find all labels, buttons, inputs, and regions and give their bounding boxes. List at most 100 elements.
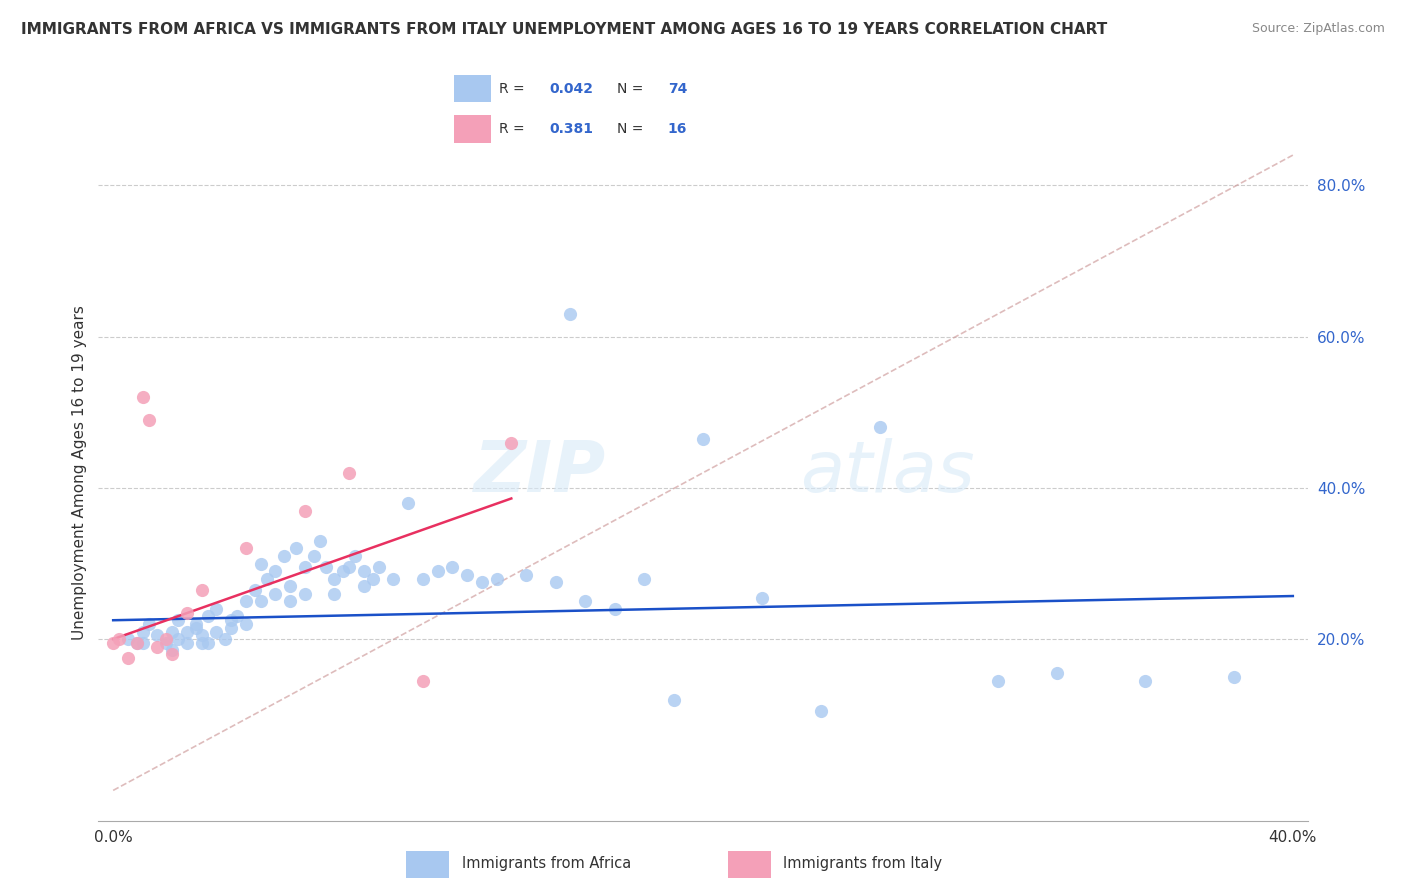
Point (117, 632, 139, 647)
Point (131, 624, 153, 639)
Text: Immigrants from Africa: Immigrants from Africa (461, 856, 631, 871)
Point (197, 636, 219, 650)
Point (146, 640, 169, 654)
Point (294, 503, 316, 517)
Point (412, 572, 434, 586)
Point (219, 613, 242, 627)
Text: Source: ZipAtlas.com: Source: ZipAtlas.com (1251, 22, 1385, 36)
Point (219, 621, 242, 635)
Point (176, 606, 198, 620)
Point (249, 594, 271, 608)
Text: IMMIGRANTS FROM AFRICA VS IMMIGRANTS FROM ITALY UNEMPLOYMENT AMONG AGES 16 TO 19: IMMIGRANTS FROM AFRICA VS IMMIGRANTS FRO… (21, 22, 1108, 37)
Point (264, 564, 287, 578)
Point (155, 636, 177, 650)
Point (396, 496, 419, 510)
Point (108, 632, 131, 647)
Text: R =: R = (499, 81, 529, 95)
Point (1223, 670, 1246, 684)
Point (160, 643, 183, 657)
Y-axis label: Unemployment Among Ages 16 to 19 years: Unemployment Among Ages 16 to 19 years (72, 305, 87, 640)
Point (205, 624, 228, 639)
Point (285, 541, 308, 556)
Point (367, 560, 389, 574)
Point (337, 466, 360, 480)
Point (456, 567, 478, 582)
Point (515, 567, 537, 582)
Point (751, 591, 773, 605)
Point (190, 582, 212, 597)
Point (574, 594, 596, 608)
Point (692, 432, 714, 446)
Point (361, 572, 384, 586)
Text: 74: 74 (668, 81, 688, 95)
Point (197, 609, 219, 624)
Point (987, 673, 1010, 688)
Point (337, 560, 360, 574)
Bar (454, 75, 491, 103)
Text: N =: N = (617, 122, 648, 136)
Text: Immigrants from Italy: Immigrants from Italy (783, 856, 942, 871)
Point (176, 636, 198, 650)
Point (294, 560, 316, 574)
Point (471, 575, 494, 590)
Point (131, 390, 153, 404)
Point (278, 594, 301, 608)
Point (184, 617, 207, 632)
Point (138, 617, 160, 632)
Point (869, 420, 891, 434)
Point (273, 549, 295, 563)
Point (160, 624, 183, 639)
Point (117, 651, 139, 665)
Point (235, 541, 257, 556)
Point (256, 572, 278, 586)
Point (332, 564, 354, 578)
Text: 0.042: 0.042 (550, 81, 593, 95)
Point (249, 557, 271, 571)
Point (138, 413, 160, 427)
Point (125, 636, 148, 650)
Point (441, 560, 464, 574)
Text: 16: 16 (668, 122, 688, 136)
Point (343, 549, 366, 563)
Bar (454, 115, 491, 143)
Point (155, 632, 177, 647)
Point (190, 628, 212, 642)
Point (167, 632, 190, 647)
Point (603, 602, 626, 616)
Point (278, 579, 301, 593)
Point (323, 572, 346, 586)
Point (294, 587, 316, 601)
Point (382, 572, 405, 586)
Point (167, 613, 190, 627)
Point (426, 564, 449, 578)
Point (308, 533, 330, 548)
Point (235, 617, 257, 632)
Text: 0.381: 0.381 (550, 122, 593, 136)
Point (214, 632, 236, 647)
Point (315, 560, 337, 574)
Bar (728, 851, 770, 878)
Point (302, 549, 325, 563)
Point (190, 636, 212, 650)
Point (235, 594, 257, 608)
Text: atlas: atlas (800, 438, 974, 508)
Point (146, 628, 169, 642)
Point (160, 647, 183, 661)
Point (633, 572, 655, 586)
Point (501, 435, 523, 450)
Point (101, 636, 124, 650)
Point (662, 692, 685, 706)
Text: ZIP: ZIP (474, 438, 606, 508)
Point (226, 609, 249, 624)
Text: N =: N = (617, 81, 648, 95)
Point (323, 587, 346, 601)
Point (125, 636, 148, 650)
Point (131, 636, 153, 650)
Point (205, 602, 228, 616)
Point (544, 575, 567, 590)
Point (264, 587, 287, 601)
Point (412, 673, 434, 688)
Point (353, 579, 375, 593)
Point (1046, 666, 1069, 681)
Point (485, 572, 508, 586)
